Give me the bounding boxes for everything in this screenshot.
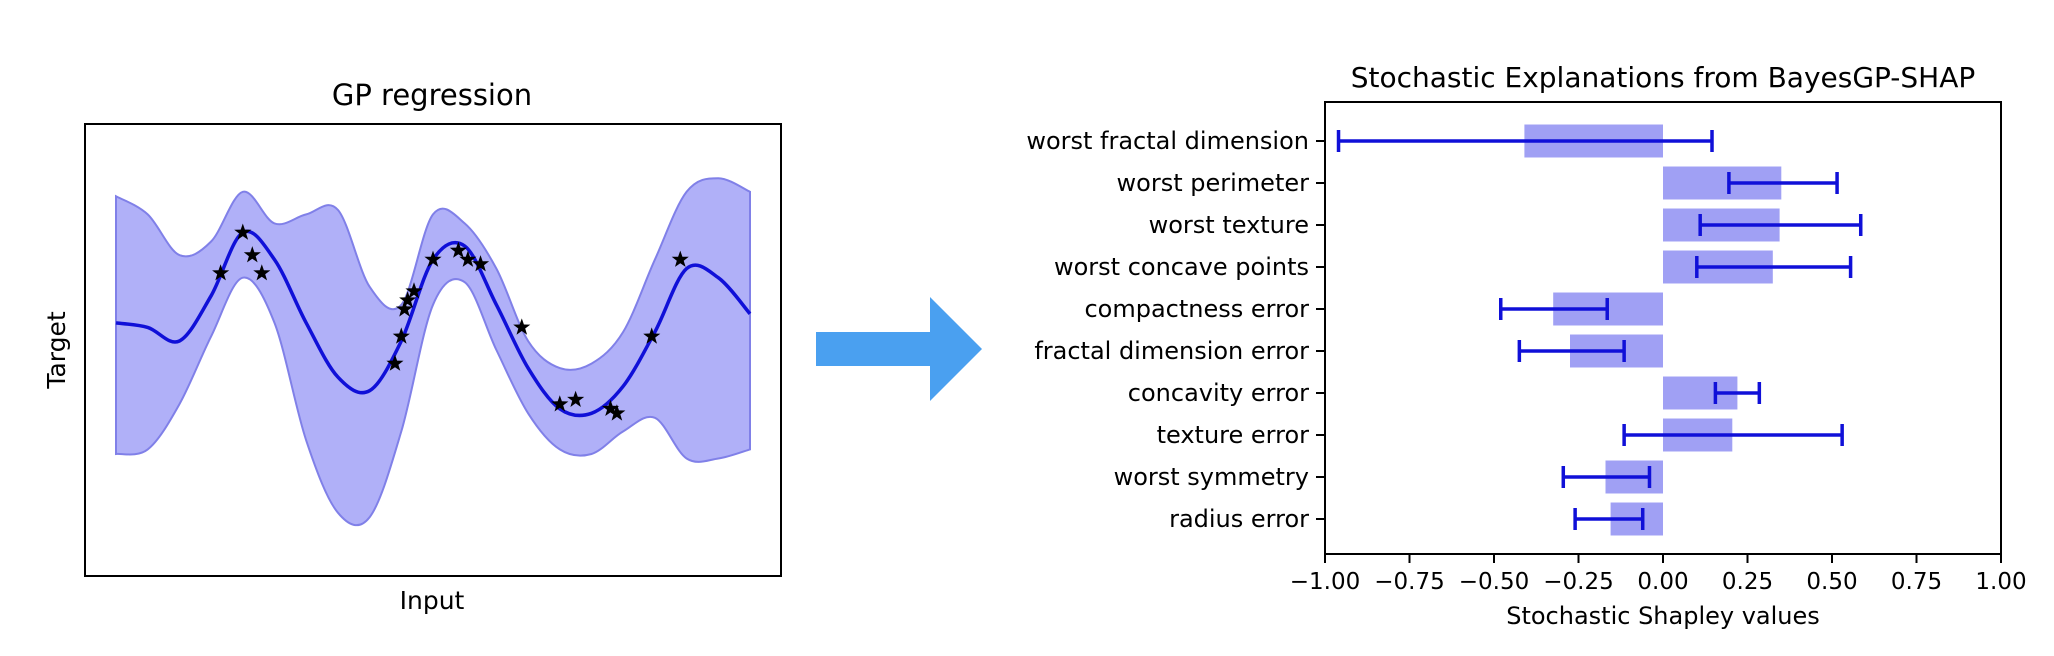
shap-x-tick-label: −0.75 [1374,569,1444,595]
shap-category-label: worst fractal dimension [1026,127,1309,155]
shap-value-axis: −1.00 −0.75 −0.50 −0.25 0.00 0.25 0.50 0.75 1.00 [1290,554,2027,595]
shap-x-tick-label: −0.50 [1459,569,1529,595]
shap-category-label: compactness error [1084,295,1309,323]
gp-observation-star [459,250,477,267]
shap-error-bars [1336,130,1863,530]
shap-error-bar [1713,382,1762,404]
shap-x-tick-label: −1.00 [1290,569,1360,595]
shap-x-tick-label: 0.50 [1806,569,1857,595]
shap-x-tick-label: 0.00 [1637,569,1688,595]
gp-plot-frame [84,123,782,577]
gp-observation-star [608,404,626,421]
gp-observation-star [424,250,442,267]
gp-observation-star [472,255,490,272]
shap-x-tick-label: 0.25 [1722,569,1773,595]
shap-error-bar [1336,130,1714,152]
gp-observation-star [567,390,585,407]
shap-error-bar [1622,424,1844,446]
gp-observation-star [449,241,467,258]
gp-x-axis-label: Input [400,586,465,615]
gp-observation-star [243,246,261,263]
shap-bar-chart-panel: Stochastic Explanations from BayesGP-SHA… [1026,61,2026,630]
shap-error-bar [1561,466,1652,488]
gp-observation-star [392,327,410,344]
gp-regression-panel: GP regression Input Target [42,78,782,615]
gp-observation-star [234,223,252,240]
shap-category-label: worst perimeter [1117,169,1310,197]
gp-observation-star [395,300,413,317]
shap-category-label: fractal dimension error [1034,337,1309,365]
shap-category-label: worst symmetry [1114,463,1309,491]
shap-category-axis: worst fractal dimension worst perimeter wo… [1026,127,1325,533]
shap-x-tick-label: −0.25 [1543,569,1613,595]
shap-category-label: radius error [1169,505,1309,533]
gp-observation-star [386,354,404,371]
shap-plot-frame [1324,101,2002,555]
shap-category-label: texture error [1157,421,1310,449]
gp-observation-star [253,264,271,281]
gp-observation-star [602,399,620,416]
shap-category-label: concavity error [1128,379,1309,407]
gp-confidence-band [115,177,751,527]
shap-category-label: worst concave points [1054,253,1309,281]
gp-observation-star [405,282,423,299]
gp-observation-star [643,327,661,344]
gp-observation-star [399,291,417,308]
gp-observation-markers [212,223,689,421]
shap-error-bar [1573,508,1645,530]
shap-error-bar [1698,214,1863,236]
shap-chart-title: Stochastic Explanations from BayesGP-SHA… [1351,61,1976,94]
right-arrow-icon [816,297,982,401]
shap-x-tick-label: 0.75 [1891,569,1942,595]
shap-category-label: worst texture [1149,211,1309,239]
shap-error-bar [1727,172,1839,194]
gp-chart-title: GP regression [332,78,532,112]
gp-observation-star [513,318,531,335]
shap-error-bar [1517,340,1626,362]
gp-observation-star [551,395,569,412]
gp-observation-star [671,250,689,267]
gp-y-axis-label: Target [42,311,71,390]
shap-error-bar [1695,256,1853,278]
shap-error-bar [1499,298,1609,320]
shap-x-tick-label: 1.00 [1975,569,2026,595]
gp-observation-star [212,264,230,281]
shap-x-axis-label: Stochastic Shapley values [1506,602,1820,630]
